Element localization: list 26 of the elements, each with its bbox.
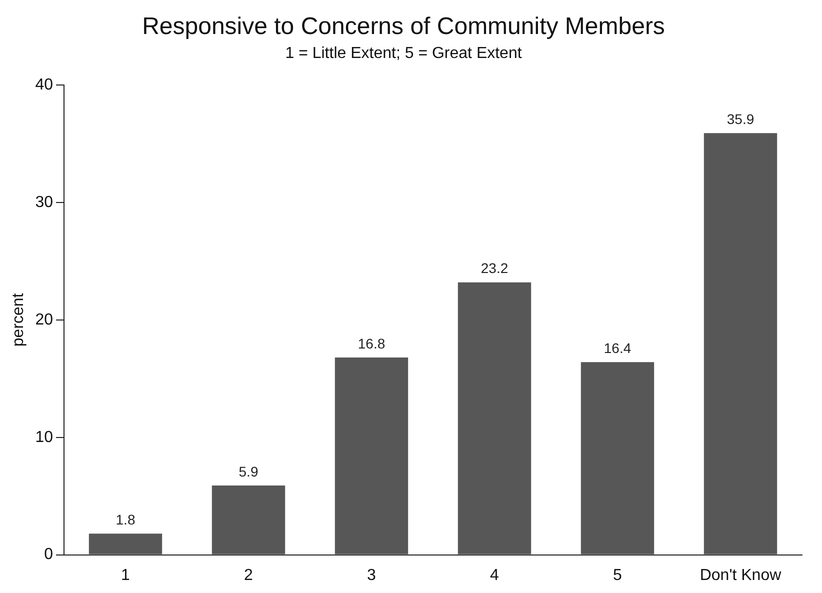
y-tick-label: 20	[35, 311, 54, 328]
bar	[334, 357, 408, 554]
data-label: 16.4	[604, 340, 632, 356]
data-label: 16.8	[358, 335, 386, 352]
data-label: 23.2	[480, 260, 508, 276]
bar	[580, 362, 654, 554]
y-tick-label: 40	[35, 76, 54, 94]
x-tick-label: 2	[244, 566, 254, 584]
chart-subtitle: 1 = Little Extent; 5 = Great Extent	[285, 44, 522, 62]
bar	[458, 282, 532, 554]
x-tick-label: 4	[490, 566, 500, 584]
x-tick-label: 1	[121, 566, 130, 584]
x-tick-label: Don't Know	[700, 566, 782, 584]
data-label: 5.9	[238, 463, 258, 480]
bar	[704, 133, 778, 554]
bar	[88, 534, 162, 554]
chart-title: Responsive to Concerns of Community Members	[142, 13, 665, 40]
data-label: 1.8	[116, 512, 136, 528]
y-tick-label: 30	[35, 194, 54, 211]
data-label: 35.9	[726, 111, 754, 128]
x-tick-label: 5	[613, 566, 622, 584]
y-tick-label: 10	[35, 428, 54, 446]
y-tick-label: 0	[44, 546, 54, 564]
x-tick-label: 3	[367, 566, 376, 584]
bar	[212, 486, 286, 554]
y-axis-title: percent	[10, 292, 28, 347]
